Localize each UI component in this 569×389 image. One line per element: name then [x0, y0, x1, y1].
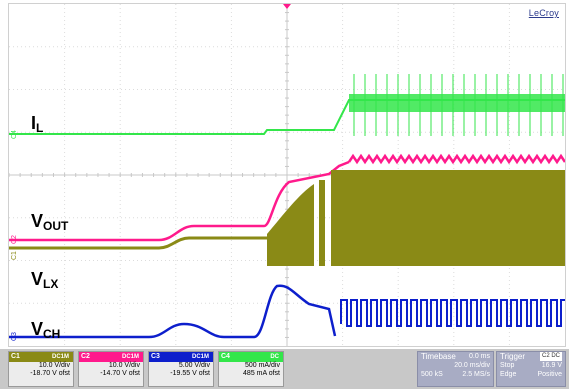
- timebase-box[interactable]: Timebase 0.0 ms 20.0 ms/div 500 kS 2.5 MS/…: [417, 351, 494, 387]
- label-vch: VCH: [31, 320, 60, 343]
- channel-box-c4[interactable]: C4 DC 500 mA/div 485 mA ofst: [218, 351, 284, 387]
- label-vout: VOUT: [31, 212, 68, 235]
- waveform-vout: [9, 160, 350, 242]
- label-vlx: VLX: [31, 270, 58, 293]
- timebase-title: Timebase: [421, 352, 456, 361]
- channel-offset-c1: -18.70 V ofst: [30, 370, 70, 377]
- timebase-delay: 0.0 ms: [468, 353, 490, 360]
- waveform-vlx-switch-b: [319, 180, 325, 266]
- trigger-source: C2 DC: [539, 352, 562, 361]
- label-vlx-sub: LX: [43, 277, 59, 291]
- channel-vdiv-c4: 500 mA/div: [244, 362, 280, 369]
- label-il-main: I: [31, 113, 37, 133]
- channel-box-c3[interactable]: C3 DC1M 5.00 V/div -19.55 V ofst: [148, 351, 214, 387]
- channel-header-c4: C4 DC: [219, 352, 283, 362]
- channel-vdiv-c2: 10.0 V/div: [108, 362, 140, 369]
- label-vout-main: V: [31, 211, 44, 231]
- channel-header-c1: C1 DC1M: [9, 352, 73, 362]
- label-vout-sub: OUT: [43, 219, 69, 233]
- channel-box-c2[interactable]: C2 DC1M 10.0 V/div -14.70 V ofst: [78, 351, 144, 387]
- label-vch-main: V: [31, 319, 44, 339]
- marker-c4[interactable]: C4: [11, 130, 18, 139]
- channel-coupling-c4: DC: [270, 354, 279, 360]
- channel-coupling-c3: DC1M: [191, 354, 209, 360]
- waveform-vch-switching: [340, 299, 565, 327]
- timebase-samples: 500 kS: [421, 371, 443, 378]
- brand-logo: LeCroy: [528, 8, 559, 18]
- channel-name-c1: C1: [11, 353, 20, 360]
- channel-offset-c4: 485 mA ofst: [243, 370, 280, 377]
- trigger-slope: Positive: [537, 371, 562, 378]
- label-vlx-main: V: [31, 269, 44, 289]
- trigger-position-marker: [283, 4, 291, 9]
- channel-header-c3: C3 DC1M: [149, 352, 213, 362]
- channel-name-c4: C4: [221, 353, 230, 360]
- channel-offset-c3: -19.55 V ofst: [170, 370, 210, 377]
- waveform-screen: LeCroy IL VOUT VLX VCH C4 C2 C1 C3: [8, 3, 566, 347]
- channel-vdiv-c1: 10.0 V/div: [38, 362, 70, 369]
- info-bar: C1 DC1M 10.0 V/div -18.70 V ofst C2 DC1M 1…: [0, 349, 569, 389]
- timebase-rate: 2.5 MS/s: [462, 371, 490, 378]
- waveform-vlx: [9, 236, 267, 250]
- label-il-sub: L: [36, 121, 44, 135]
- channel-name-c2: C2: [81, 353, 90, 360]
- marker-c2[interactable]: C2: [11, 235, 18, 244]
- label-vch-sub: CH: [43, 327, 61, 341]
- waveform-area: [9, 4, 565, 346]
- channel-offset-c2: -14.70 V ofst: [100, 370, 140, 377]
- marker-c3[interactable]: C3: [11, 332, 18, 341]
- waveform-vlx-switch-a: [267, 184, 314, 266]
- channel-vdiv-c3: 5.00 V/div: [178, 362, 210, 369]
- trigger-title: Trigger: [500, 352, 526, 361]
- channel-name-c3: C3: [151, 353, 160, 360]
- channel-coupling-c2: DC1M: [121, 354, 139, 360]
- waveform-vch: [9, 284, 337, 339]
- marker-c1[interactable]: C1: [11, 251, 18, 260]
- channel-box-c1[interactable]: C1 DC1M 10.0 V/div -18.70 V ofst: [8, 351, 74, 387]
- waveform-il-band: [349, 94, 565, 112]
- channel-header-c2: C2 DC1M: [79, 352, 143, 362]
- timebase-tdiv: 20.0 ms/div: [454, 362, 490, 369]
- trigger-box[interactable]: Trigger C2 DC Stop 16.9 V Edge Positive: [496, 351, 566, 387]
- trigger-state: Stop: [500, 362, 515, 369]
- label-il: IL: [31, 114, 43, 137]
- waveform-vout-ripple: [347, 153, 565, 165]
- waveform-vlx-switch-c: [331, 170, 565, 266]
- trigger-type: Edge: [500, 371, 517, 378]
- channel-coupling-c1: DC1M: [51, 354, 69, 360]
- trigger-level: 16.9 V: [541, 362, 562, 369]
